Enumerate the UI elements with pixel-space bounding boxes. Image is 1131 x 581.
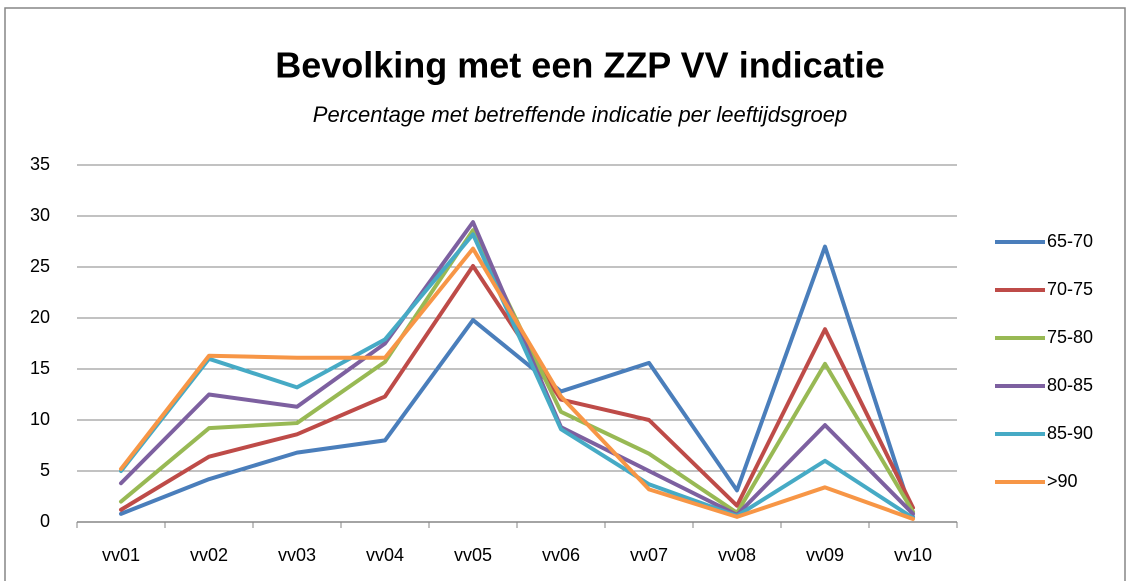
y-tick-label: 5 bbox=[40, 460, 50, 480]
x-tick-label: vv08 bbox=[718, 545, 756, 565]
legend-label: 85-90 bbox=[1047, 423, 1093, 443]
x-tick-label: vv09 bbox=[806, 545, 844, 565]
series-line bbox=[119, 246, 915, 521]
y-tick-label: 30 bbox=[30, 205, 50, 225]
legend-label: 80-85 bbox=[1047, 375, 1093, 395]
legend-label: 65-70 bbox=[1047, 231, 1093, 251]
x-tick-label: vv07 bbox=[630, 545, 668, 565]
chart-subtitle: Percentage met betreffende indicatie per… bbox=[313, 102, 847, 127]
series-line bbox=[119, 232, 915, 520]
series-line bbox=[119, 244, 915, 519]
y-tick-label: 35 bbox=[30, 154, 50, 174]
legend-label: 70-75 bbox=[1047, 279, 1093, 299]
legend-label: >90 bbox=[1047, 471, 1078, 491]
x-tick-label: vv04 bbox=[366, 545, 404, 565]
y-tick-label: 15 bbox=[30, 358, 50, 378]
y-tick-label: 10 bbox=[30, 409, 50, 429]
chart-title: Bevolking met een ZZP VV indicatie bbox=[275, 45, 885, 86]
x-tick-label: vv01 bbox=[102, 545, 140, 565]
y-tick-label: 25 bbox=[30, 256, 50, 276]
y-tick-label: 20 bbox=[30, 307, 50, 327]
y-tick-label: 0 bbox=[40, 511, 50, 531]
legend-label: 75-80 bbox=[1047, 327, 1093, 347]
x-tick-label: vv02 bbox=[190, 545, 228, 565]
x-tick-label: vv10 bbox=[894, 545, 932, 565]
x-tick-label: vv03 bbox=[278, 545, 316, 565]
x-tick-label: vv06 bbox=[542, 545, 580, 565]
x-tick-label: vv05 bbox=[454, 545, 492, 565]
